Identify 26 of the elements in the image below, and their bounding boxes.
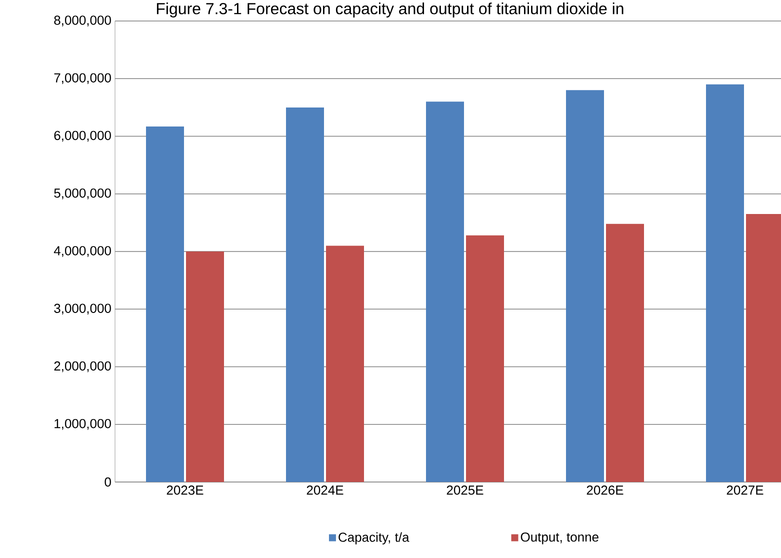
bar (426, 102, 464, 482)
x-tick-label: 2026E (586, 486, 624, 495)
y-tick-label: 1,000,000 (54, 419, 111, 430)
y-tick-label: 5,000,000 (54, 188, 111, 200)
x-tick-label: 2027E (726, 486, 764, 495)
bar (186, 252, 224, 482)
bar (146, 126, 184, 482)
y-tick-label: 6,000,000 (54, 130, 111, 142)
bar (706, 84, 744, 482)
legend-label: Capacity, t/a (338, 532, 410, 544)
y-tick-label: 4,000,000 (54, 246, 111, 257)
x-tick-label: 2024E (306, 486, 344, 495)
bar (566, 90, 604, 482)
y-tick-label: 2,000,000 (54, 361, 111, 372)
y-tick-label: 3,000,000 (54, 304, 111, 314)
bar (286, 107, 324, 482)
bar (606, 224, 644, 482)
y-tick-label: 0 (104, 477, 111, 487)
chart-title: Figure 7.3-1 Forecast on capacity and output of titanium dioxide in (156, 2, 624, 18)
x-tick-label: 2025E (446, 486, 484, 495)
x-tick-label: 2023E (166, 486, 204, 495)
bar (326, 246, 364, 482)
y-tick-label: 7,000,000 (54, 73, 111, 84)
y-tick-label: 8,000,000 (54, 16, 111, 26)
bar (466, 235, 504, 482)
legend-label: Output, tonne (520, 532, 598, 544)
